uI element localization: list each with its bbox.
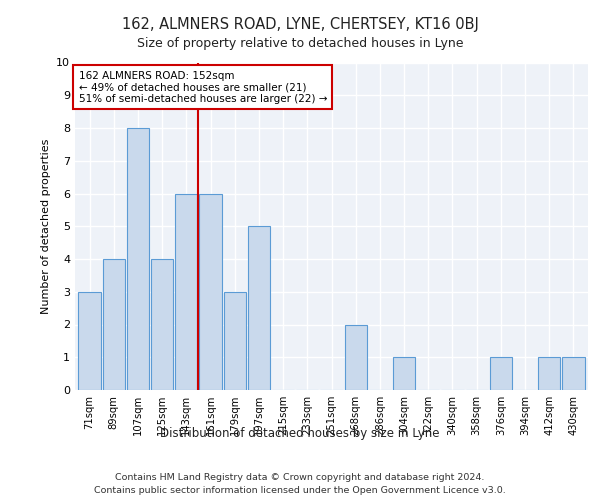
Text: Distribution of detached houses by size in Lyne: Distribution of detached houses by size …: [160, 428, 440, 440]
Text: Contains public sector information licensed under the Open Government Licence v3: Contains public sector information licen…: [94, 486, 506, 495]
Bar: [79, 292, 101, 390]
Bar: [248, 226, 270, 390]
Text: Contains HM Land Registry data © Crown copyright and database right 2024.: Contains HM Land Registry data © Crown c…: [115, 472, 485, 482]
Text: Size of property relative to detached houses in Lyne: Size of property relative to detached ho…: [137, 38, 463, 51]
Bar: [538, 357, 560, 390]
Bar: [127, 128, 149, 390]
Bar: [393, 357, 415, 390]
Bar: [175, 194, 197, 390]
Bar: [224, 292, 246, 390]
Bar: [490, 357, 512, 390]
Bar: [562, 357, 584, 390]
Bar: [151, 259, 173, 390]
Text: 162, ALMNERS ROAD, LYNE, CHERTSEY, KT16 0BJ: 162, ALMNERS ROAD, LYNE, CHERTSEY, KT16 …: [122, 18, 478, 32]
Bar: [344, 324, 367, 390]
Text: 162 ALMNERS ROAD: 152sqm
← 49% of detached houses are smaller (21)
51% of semi-d: 162 ALMNERS ROAD: 152sqm ← 49% of detach…: [79, 70, 327, 104]
Bar: [103, 259, 125, 390]
Y-axis label: Number of detached properties: Number of detached properties: [41, 138, 50, 314]
Bar: [199, 194, 221, 390]
